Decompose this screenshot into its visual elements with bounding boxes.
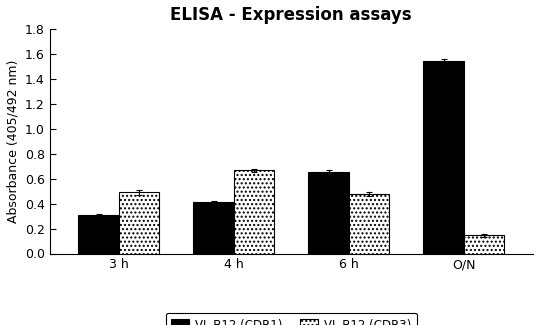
Bar	[349, 194, 389, 254]
Title: ELISA - Expression assays: ELISA - Expression assays	[170, 6, 412, 24]
Bar	[119, 192, 159, 254]
Bar	[78, 215, 119, 254]
Y-axis label: Absorbance (405/492 nm): Absorbance (405/492 nm)	[6, 59, 19, 223]
Bar	[424, 61, 464, 254]
Bar	[234, 170, 274, 254]
Bar	[194, 202, 234, 254]
Bar	[464, 235, 504, 254]
Legend: VL B12 (CDR1), VL B12 (CDR3): VL B12 (CDR1), VL B12 (CDR3)	[165, 313, 417, 325]
Bar	[308, 172, 349, 254]
